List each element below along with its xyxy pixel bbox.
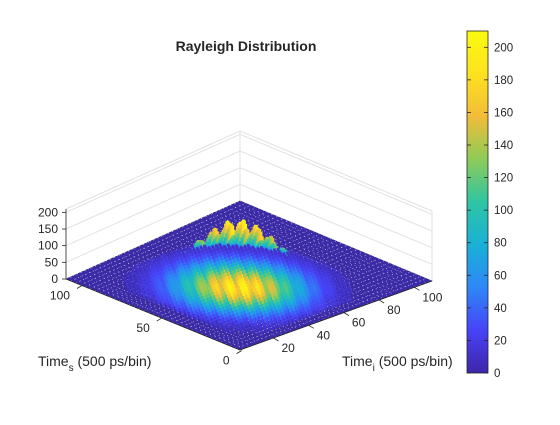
xi-tick-label: 40 [317,328,331,342]
plane-texture [220,271,411,343]
y-axis-label: Times (500 ps/bin) [38,353,151,374]
plane-texture [85,209,262,288]
colorbar-tick-label: 120 [494,173,513,185]
colorbar-tick-label: 40 [494,303,507,315]
colorbar: 0 20 40 60 80 100 120 140 160 180 200 [466,30,513,380]
z-tick-label: 100 [38,239,58,253]
ts-tick-mark [76,285,83,289]
xi-tick-mark [378,299,385,304]
xi-tick-label: 60 [352,316,366,330]
z-tick-label: 200 [38,205,58,219]
z-gridline [65,183,433,265]
ts-axis-line [65,278,241,351]
z-gridline [65,130,433,212]
ts-tick-mark [156,317,162,322]
colorbar-tick-label: 140 [494,140,513,152]
colorbar-tick-label: 200 [494,42,513,54]
colorbar-gradient [466,30,489,374]
chart-title: Rayleigh Distribution [176,38,317,54]
ts-tick-mark [236,350,242,354]
xi-tick-mark [308,324,314,329]
ts-tick-label: 0 [223,354,230,368]
x-axis-label: Timei (500 ps/bin) [342,353,453,374]
colorbar-tick-label: 20 [494,335,507,347]
xi-tick-mark [414,286,420,291]
colorbar-tick-label: 0 [494,368,500,380]
z-gridline [65,150,433,232]
z-gridline [65,133,433,215]
ts-tick-label: 100 [50,289,70,303]
ts-tick-label: 50 [136,321,150,335]
colorbar-tick-label: 100 [494,205,513,217]
colorbar-tick-label: 160 [494,107,513,119]
xi-tick-mark [273,337,279,342]
colorbar-tick-label: 80 [494,238,507,250]
xi-axis-line [239,280,433,351]
xi-tick-label: 80 [387,303,401,317]
xi-tick-label: 20 [281,341,295,355]
axes: 0 50 100 150 200 0 50 100 20 40 60 80 100 [38,205,443,367]
z-tick-label: 0 [51,272,58,286]
colorbar-tick-label: 60 [494,270,507,282]
plane-texture [215,269,406,341]
z-tick-label: 150 [38,222,58,236]
data-bars [123,219,353,335]
plane-texture [206,215,395,295]
z-gridline [65,167,433,249]
xi-tick-label: 100 [422,290,442,304]
colorbar-tick-label: 180 [494,75,513,87]
xi-tick-mark [343,312,350,316]
z-tick-label: 50 [45,255,59,269]
